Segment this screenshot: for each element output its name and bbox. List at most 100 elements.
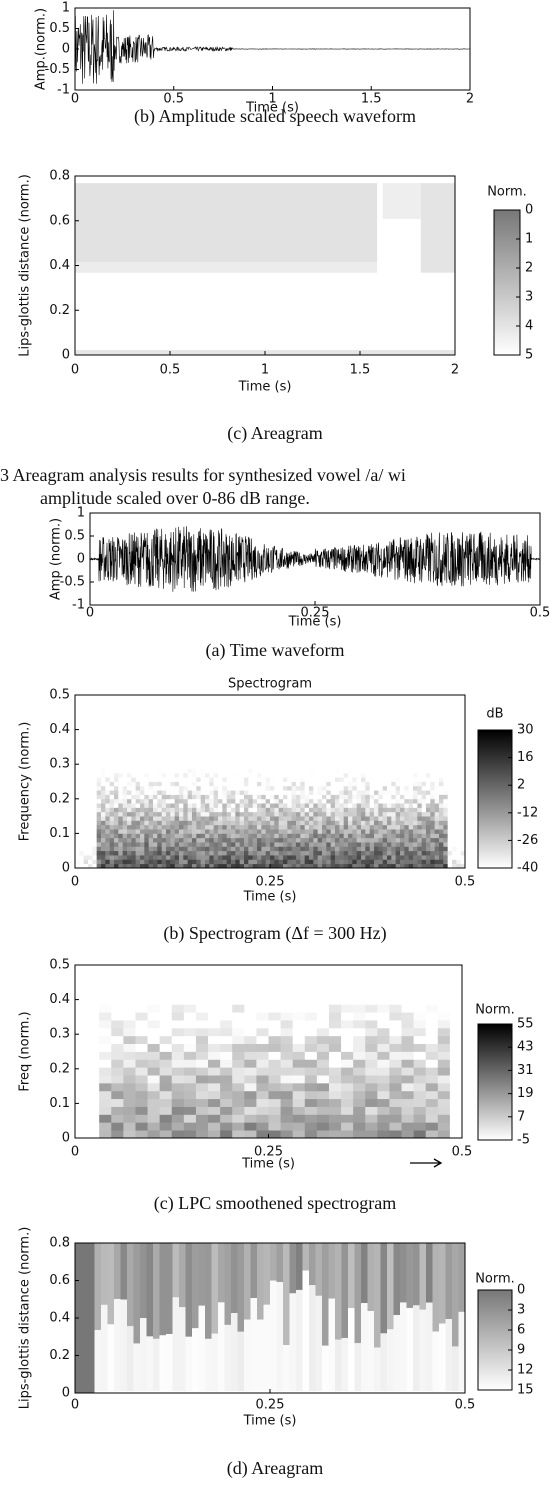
spectrogram-texture: [227, 769, 232, 774]
spectrogram-texture: [383, 699, 388, 704]
spectrogram-texture: [157, 756, 162, 761]
spectrogram-texture: [222, 734, 227, 739]
spectrogram-texture: [374, 842, 379, 847]
spectrogram-texture: [357, 777, 362, 782]
spectrogram-texture: [244, 996, 256, 1004]
spectrogram-texture: [378, 838, 383, 843]
spectrogram-texture: [232, 965, 244, 973]
spectrogram-texture: [430, 717, 435, 722]
spectrogram-texture: [448, 699, 453, 704]
spectrogram-texture: [361, 799, 366, 804]
spectrogram-texture: [378, 777, 383, 782]
spectrogram-texture: [222, 825, 227, 830]
spectrogram-texture: [430, 851, 435, 856]
spectrogram-texture: [99, 1107, 111, 1115]
spectrogram-texture: [269, 1028, 281, 1036]
spectrogram-texture: [335, 725, 340, 730]
spectrogram-texture: [214, 855, 219, 860]
spectrogram-texture: [439, 717, 444, 722]
spectrogram-texture: [218, 859, 223, 864]
spectrogram-texture: [244, 812, 249, 817]
spectrogram-texture: [383, 846, 388, 851]
spectrogram-texture: [188, 859, 193, 864]
spectrogram-texture: [414, 1130, 426, 1138]
spectrogram-texture: [244, 786, 249, 791]
spectrogram-texture: [417, 764, 422, 769]
spectrogram-texture: [396, 803, 401, 808]
spectrogram-texture: [456, 794, 461, 799]
spectrogram-texture: [248, 734, 253, 739]
spectrogram-texture: [266, 712, 271, 717]
spectrogram-texture: [253, 699, 258, 704]
spectrogram-texture: [383, 777, 388, 782]
spectrogram-texture: [383, 842, 388, 847]
spectrogram-texture: [261, 803, 266, 808]
spectrogram-texture: [84, 816, 89, 821]
spectrogram-texture: [413, 790, 418, 795]
spectrogram-texture: [253, 769, 258, 774]
spectrogram-texture: [274, 794, 279, 799]
spectrogram-texture: [208, 989, 220, 997]
spectrogram-texture: [227, 717, 232, 722]
spectrogram-texture: [422, 704, 427, 709]
spectrogram-texture: [75, 1044, 87, 1052]
areagram-texture: [277, 1282, 284, 1391]
spectrogram-texture: [391, 842, 396, 847]
spectrogram-texture: [287, 743, 292, 748]
spectrogram-texture: [101, 803, 106, 808]
spectrogram-texture: [111, 1044, 123, 1052]
spectrogram-texture: [170, 807, 175, 812]
spectrogram-texture: [222, 794, 227, 799]
spectrogram-texture: [240, 747, 245, 752]
spectrogram-texture: [135, 1012, 147, 1020]
x-axis-label: Time (s): [243, 890, 297, 905]
spectrogram-texture: [313, 833, 318, 838]
spectrogram-texture: [305, 747, 310, 752]
spectrogram-texture: [413, 730, 418, 735]
spectrogram-texture: [448, 838, 453, 843]
spectrogram-texture: [331, 695, 336, 700]
spectrogram-texture: [148, 989, 160, 997]
spectrogram-texture: [283, 708, 288, 713]
spectrogram-texture: [413, 851, 418, 856]
spectrogram-texture: [220, 1028, 232, 1036]
spectrogram-texture: [149, 756, 154, 761]
spectrogram-texture: [279, 820, 284, 825]
spectrogram-texture: [452, 704, 457, 709]
spectrogram-texture: [391, 846, 396, 851]
spectrogram-texture: [148, 1130, 160, 1138]
spectrogram-texture: [435, 773, 440, 778]
spectrogram-texture: [352, 760, 357, 765]
spectrogram-texture: [417, 708, 422, 713]
spectrogram-texture: [170, 760, 175, 765]
spectrogram-texture: [248, 782, 253, 787]
spectrogram-texture: [188, 712, 193, 717]
spectrogram-texture: [322, 760, 327, 765]
spectrogram-texture: [305, 764, 310, 769]
spectrogram-texture: [426, 1107, 438, 1115]
spectrogram-texture: [244, 734, 249, 739]
spectrogram-texture: [148, 981, 160, 989]
spectrogram-texture: [170, 846, 175, 851]
spectrogram-texture: [281, 1020, 293, 1028]
spectrogram-texture: [101, 725, 106, 730]
spectrogram-texture: [365, 699, 370, 704]
spectrogram-texture: [353, 1091, 365, 1099]
spectrogram-texture: [279, 825, 284, 830]
spectrogram-texture: [97, 859, 102, 864]
spectrogram-texture: [413, 825, 418, 830]
spectrogram-texture: [218, 829, 223, 834]
spectrogram-texture: [413, 760, 418, 765]
spectrogram-texture: [175, 829, 180, 834]
spectrogram-texture: [365, 1099, 377, 1107]
spectrogram-texture: [426, 1020, 438, 1028]
spectrogram-texture: [452, 807, 457, 812]
spectrogram-texture: [353, 1036, 365, 1044]
spectrogram-texture: [131, 803, 136, 808]
spectrogram-texture: [281, 1059, 293, 1067]
spectrogram-texture: [370, 794, 375, 799]
spectrogram-texture: [101, 846, 106, 851]
spectrogram-texture: [214, 760, 219, 765]
spectrogram-texture: [111, 1059, 123, 1067]
spectrogram-texture: [456, 786, 461, 791]
